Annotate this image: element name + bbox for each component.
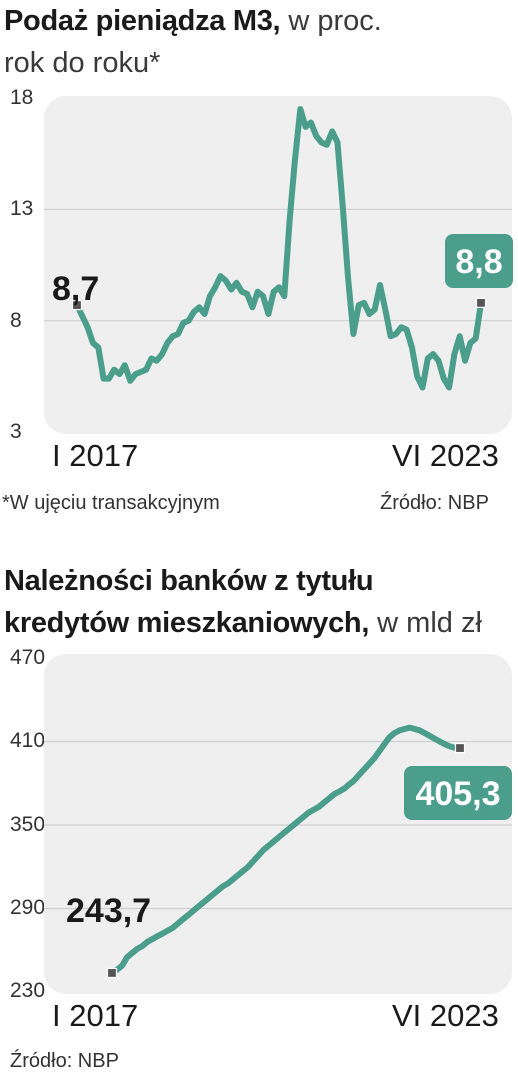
chart2-ytick: 350 — [10, 813, 46, 836]
chart1-ytick: 8 — [10, 309, 22, 332]
chart2-panel — [44, 654, 512, 994]
chart2-end-value-label: 405,3 — [415, 775, 500, 813]
chart1-ytick: 13 — [10, 197, 34, 220]
chart2-title2-block: kredytów mieszkaniowych, w mld zł — [4, 602, 482, 644]
chart1-end-value-label: 8,8 — [455, 243, 502, 281]
chart1-ytick: 3 — [10, 420, 22, 443]
chart2-title: Należności banków z tytułu — [4, 565, 374, 597]
chart2-subtitle: w mld zł — [377, 607, 482, 639]
chart2-end-marker — [454, 742, 466, 754]
chart1-start-value-label: 8,7 — [52, 270, 99, 308]
chart1-end-value-box — [445, 234, 513, 288]
chart2-title2: kredytów mieszkaniowych, — [4, 607, 370, 639]
chart2-title-block: Należności banków z tytułu — [4, 560, 374, 602]
chart1-plot: 8,7 8,8 — [44, 96, 513, 434]
chart2-end-value-box — [404, 766, 512, 820]
chart2-plot: 243,7 405,3 — [44, 654, 512, 994]
chart1-title-block: Podaż pieniądza M3, w proc. — [4, 0, 382, 42]
chart2-ytick: 290 — [10, 896, 46, 919]
chart2-start-value-label: 243,7 — [66, 892, 151, 930]
chart2-source: Źródło: NBP — [10, 1050, 119, 1072]
chart1-series-line — [74, 106, 484, 391]
chart1-title: Podaż pieniądza M3, — [4, 5, 281, 37]
chart2-start-marker — [106, 967, 118, 979]
chart1-subtitle2-block: rok do roku* — [4, 42, 160, 84]
chart1-subtitle: w proc. — [288, 5, 382, 37]
chart1-subtitle2: rok do roku* — [4, 47, 161, 79]
chart2-x-end-label: VI 2023 — [392, 998, 499, 1033]
chart1-source: Źródło: NBP — [380, 492, 489, 514]
chart1-end-marker — [475, 297, 487, 308]
chart1-ytick: 18 — [10, 86, 34, 109]
chart1-start-marker — [71, 299, 83, 311]
chart1-panel — [44, 96, 512, 434]
chart2-x-start-label: I 2017 — [52, 998, 139, 1033]
chart2-ytick: 230 — [10, 979, 46, 1002]
chart2-ytick: 470 — [10, 646, 46, 669]
chart1-x-end-label: VI 2023 — [392, 438, 499, 473]
chart1-footnote: *W ujęciu transakcyjnym — [2, 492, 220, 514]
chart1-x-start-label: I 2017 — [52, 438, 139, 473]
chart2-ytick: 410 — [10, 729, 46, 752]
chart2-series-line — [109, 724, 463, 976]
